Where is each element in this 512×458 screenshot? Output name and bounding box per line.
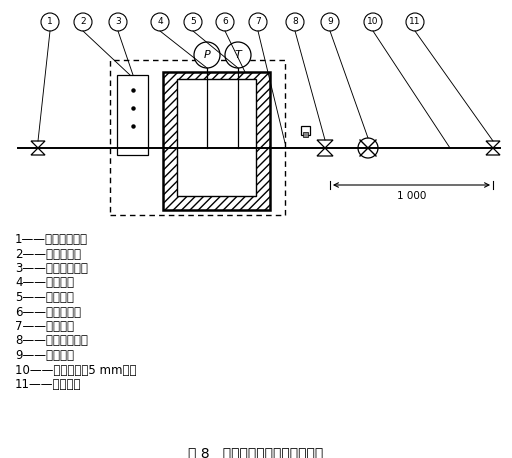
Bar — [163, 72, 270, 210]
Text: 8——快速开关阀；: 8——快速开关阀； — [15, 334, 88, 348]
Circle shape — [358, 138, 378, 158]
Text: 9——降压阀；: 9——降压阀； — [15, 349, 74, 362]
Bar — [110, 60, 285, 215]
Circle shape — [321, 13, 339, 31]
Text: 图 8   耔氧气压力激燃试验示意图: 图 8 耔氧气压力激燃试验示意图 — [188, 446, 324, 458]
Bar — [117, 75, 148, 155]
Text: 9: 9 — [327, 17, 333, 27]
Circle shape — [74, 13, 92, 31]
Polygon shape — [31, 148, 45, 155]
Text: 6——氧气容器；: 6——氧气容器； — [15, 305, 81, 318]
Text: 3: 3 — [115, 17, 121, 27]
Text: 3——温度控制器；: 3——温度控制器； — [15, 262, 88, 275]
Polygon shape — [31, 141, 45, 148]
Text: P: P — [204, 50, 210, 60]
Text: T: T — [234, 50, 241, 60]
Text: 2: 2 — [80, 17, 86, 27]
Text: 4——压力表；: 4——压力表； — [15, 277, 74, 289]
Text: 11: 11 — [409, 17, 421, 27]
Circle shape — [41, 13, 59, 31]
Polygon shape — [317, 140, 333, 148]
Bar — [177, 79, 256, 196]
Bar — [301, 125, 309, 135]
Circle shape — [364, 13, 382, 31]
Polygon shape — [486, 141, 500, 148]
Circle shape — [216, 13, 234, 31]
Text: 1——阀的进气口；: 1——阀的进气口； — [15, 233, 88, 246]
Text: 7——触动器；: 7——触动器； — [15, 320, 74, 333]
Polygon shape — [486, 148, 500, 155]
Text: 4: 4 — [157, 17, 163, 27]
Text: 5: 5 — [190, 17, 196, 27]
Circle shape — [109, 13, 127, 31]
Text: 6: 6 — [222, 17, 228, 27]
Circle shape — [184, 13, 202, 31]
Text: 1 000: 1 000 — [397, 191, 426, 201]
Circle shape — [151, 13, 169, 31]
Text: 1: 1 — [47, 17, 53, 27]
Text: 2——预热装置；: 2——预热装置； — [15, 247, 81, 261]
Circle shape — [286, 13, 304, 31]
Circle shape — [249, 13, 267, 31]
Polygon shape — [317, 148, 333, 156]
Bar — [303, 131, 308, 136]
Circle shape — [225, 42, 251, 68]
Text: 5——温度计；: 5——温度计； — [15, 291, 74, 304]
Circle shape — [194, 42, 220, 68]
Text: 7: 7 — [255, 17, 261, 27]
Circle shape — [406, 13, 424, 31]
Text: 8: 8 — [292, 17, 298, 27]
Text: 11——试样阀。: 11——试样阀。 — [15, 378, 81, 391]
Text: 10——钢管（内径5 mm）；: 10——钢管（内径5 mm）； — [15, 364, 137, 376]
Text: 10: 10 — [367, 17, 379, 27]
